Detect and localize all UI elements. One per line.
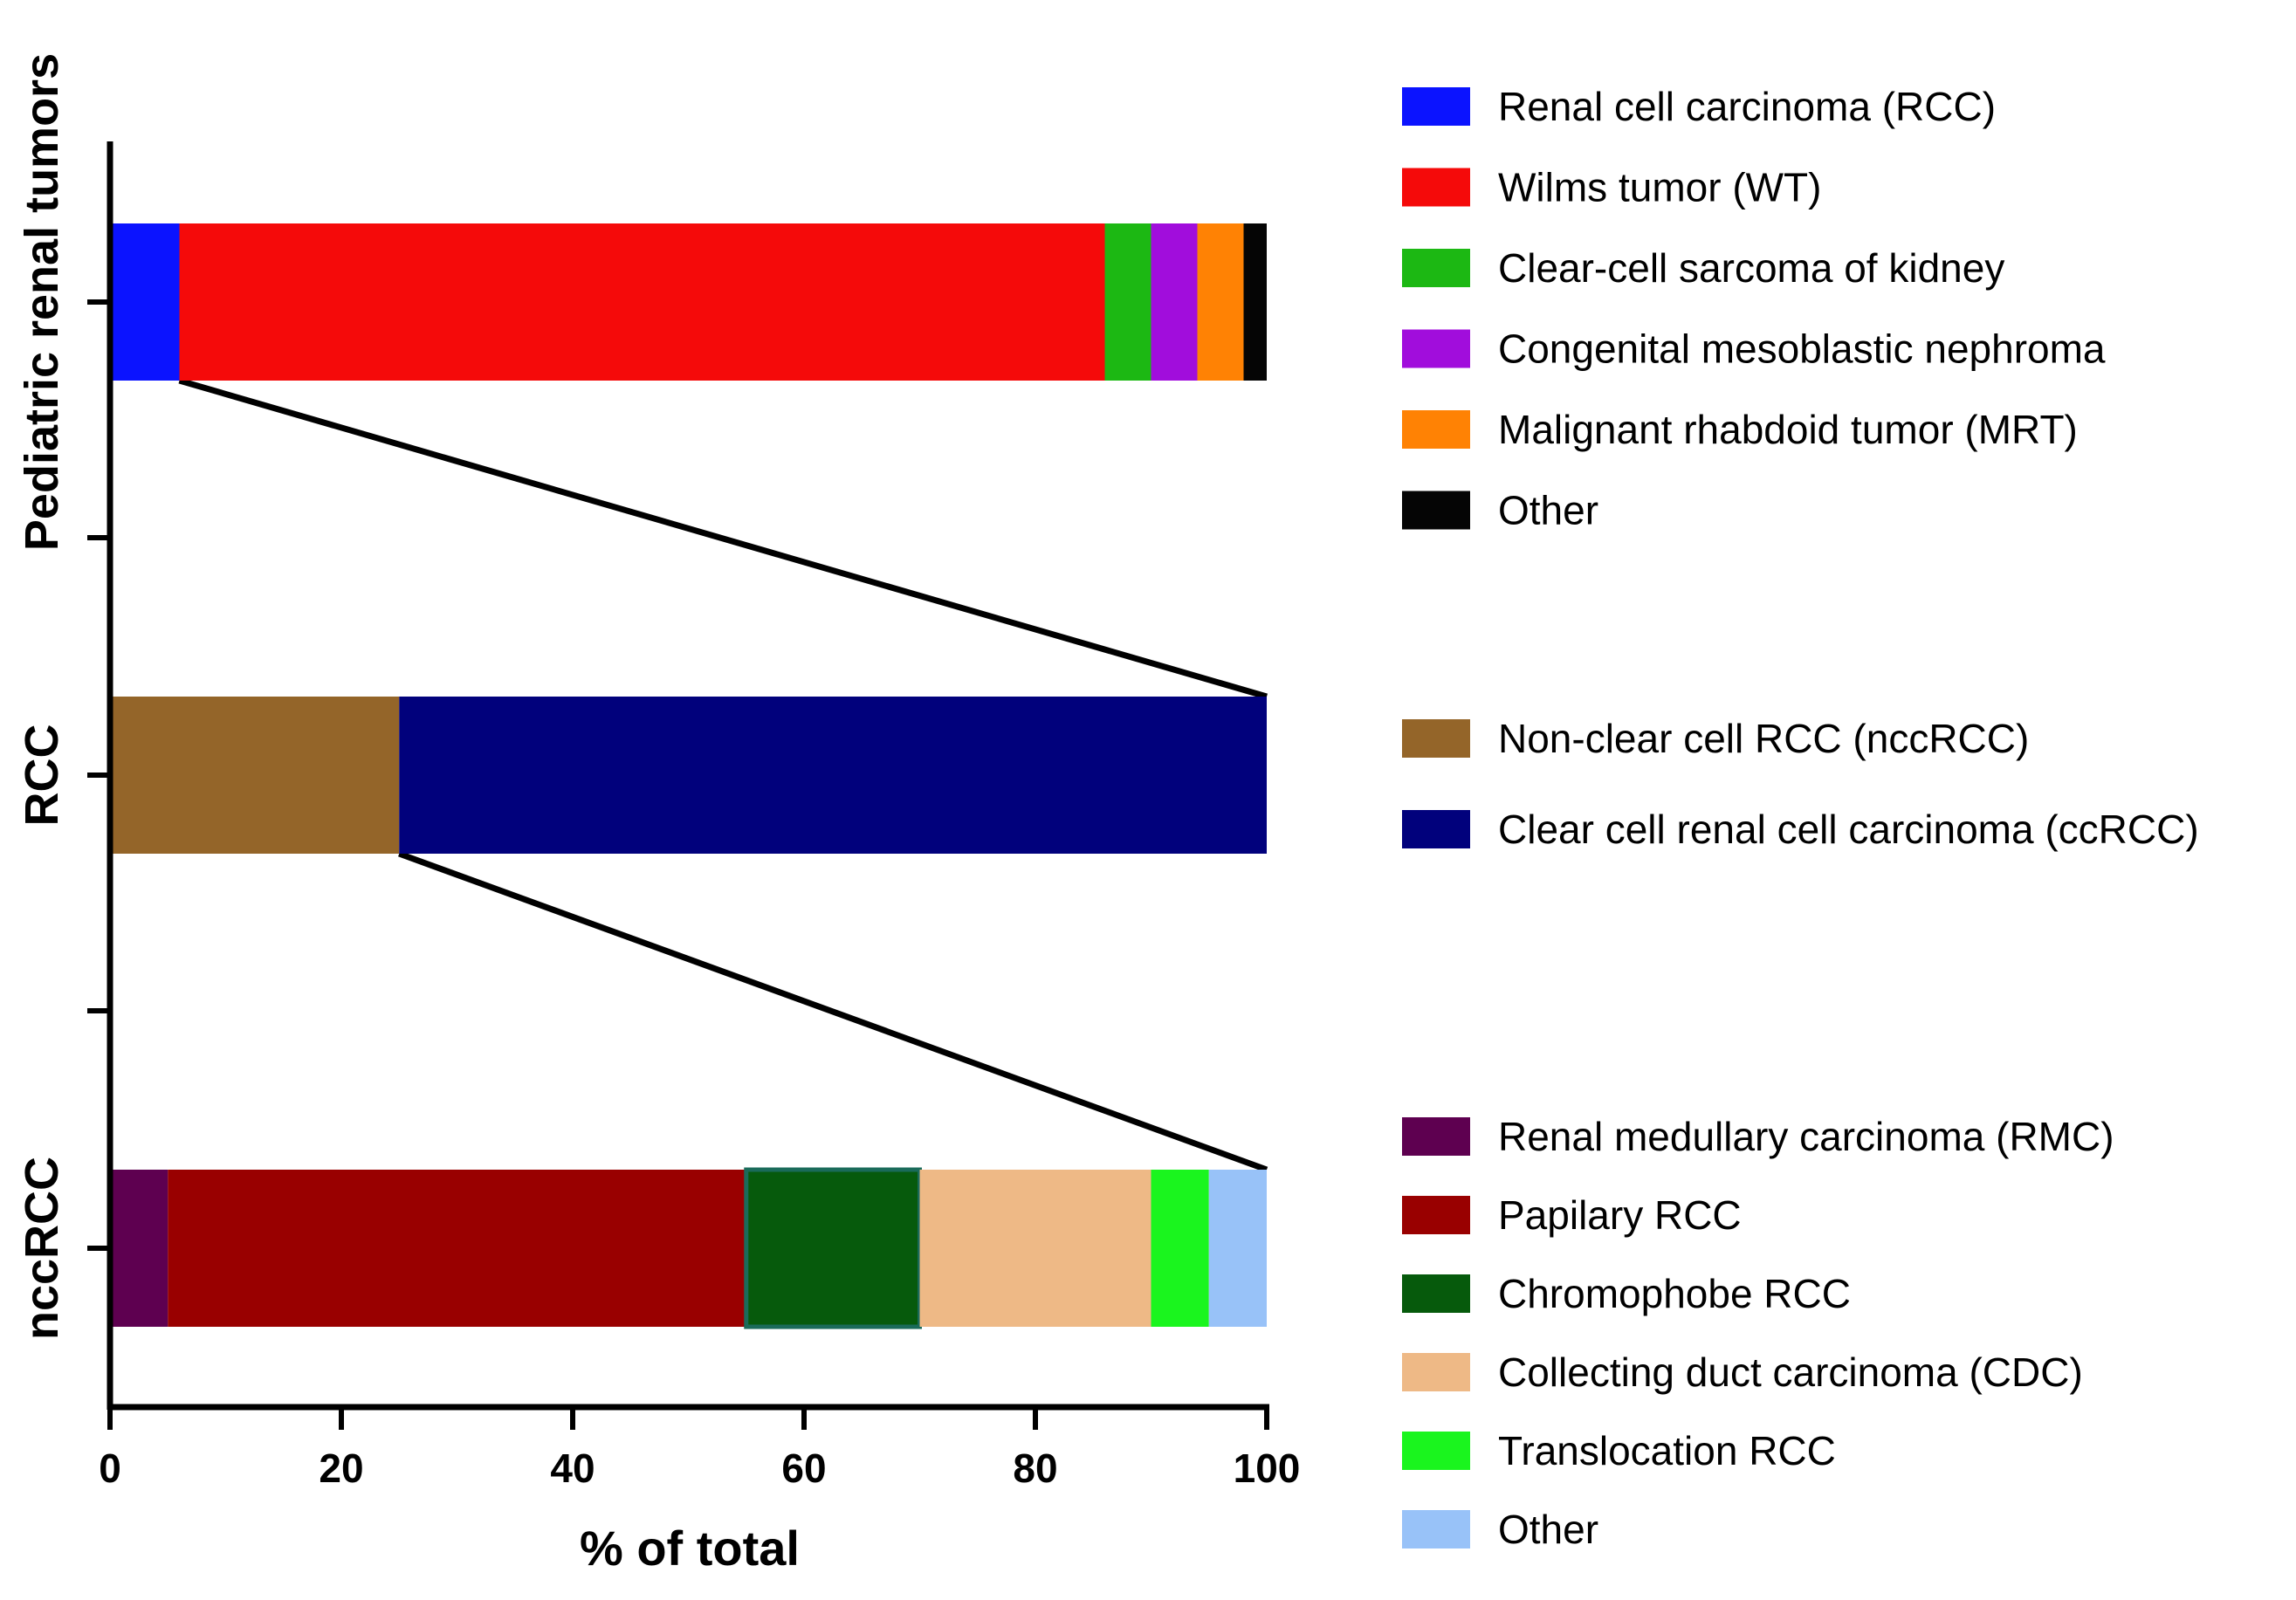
x-axis-title: % of total <box>580 1521 800 1576</box>
x-tick-label: 100 <box>1234 1445 1301 1491</box>
bar-segment-0-2 <box>1104 223 1151 381</box>
legend-swatch <box>1402 1510 1470 1548</box>
legend-swatch <box>1402 329 1470 368</box>
legend-label: Collecting duct carcinoma (CDC) <box>1498 1349 2083 1395</box>
legend-swatch <box>1402 719 1470 758</box>
legend-swatch <box>1402 168 1470 207</box>
legend-label: Non-clear cell RCC (nccRCC) <box>1498 716 2029 761</box>
legend-label: Clear-cell sarcoma of kidney <box>1498 245 2004 291</box>
bar-segment-1-1 <box>399 697 1267 854</box>
bar-segment-0-0 <box>110 223 180 381</box>
bar-segment-0-1 <box>179 223 1105 381</box>
zoom-connectors <box>178 377 1268 1173</box>
connector-line <box>398 850 1268 1173</box>
connector-line <box>178 377 1268 700</box>
legend-swatch <box>1402 1196 1470 1234</box>
legend-label: Malignant rhabdoid tumor (MRT) <box>1498 407 2078 452</box>
x-tick-label: 80 <box>1013 1445 1057 1491</box>
legend-label: Clear cell renal cell carcinoma (ccRCC) <box>1498 807 2199 852</box>
legend-swatch <box>1402 1274 1470 1313</box>
legend-label: Wilms tumor (WT) <box>1498 165 1821 210</box>
bars-group <box>110 223 1267 1329</box>
bar-segment-2-2 <box>744 1167 922 1329</box>
x-tick-label: 60 <box>781 1445 826 1491</box>
legend-label: Congenital mesoblastic nephroma <box>1498 326 2106 372</box>
axes-group: % of total Pediatric renal tumors RCC nccR… <box>16 53 1300 1576</box>
bar-segment-1-0 <box>110 697 400 854</box>
legend-label: Renal cell carcinoma (RCC) <box>1498 84 1996 129</box>
bar-segment-0-4 <box>1197 223 1244 381</box>
legend-swatch <box>1402 810 1470 848</box>
legend-label: Other <box>1498 488 1598 533</box>
legend-swatch <box>1402 1432 1470 1470</box>
x-tick-label: 0 <box>99 1445 121 1491</box>
legend-swatch <box>1402 491 1470 530</box>
legend-label: Other <box>1498 1507 1598 1552</box>
legend-swatch <box>1402 1353 1470 1391</box>
legend-swatch <box>1402 410 1470 449</box>
bar-segment-2-0 <box>110 1170 168 1327</box>
legend-swatch <box>1402 87 1470 126</box>
category-label: RCC <box>16 724 68 827</box>
bar-segment-2-4 <box>1151 1170 1209 1327</box>
x-tick-label: 40 <box>550 1445 595 1491</box>
bar-segment-2-5 <box>1208 1170 1267 1327</box>
legend-label: Chromophobe RCC <box>1498 1271 1851 1316</box>
legend-label: Papilary RCC <box>1498 1192 1742 1238</box>
category-label: Pediatric renal tumors <box>16 53 68 551</box>
legend-label: Translocation RCC <box>1498 1428 1836 1473</box>
legend: Renal cell carcinoma (RCC) Wilms tumor (W… <box>1402 84 2199 1552</box>
bar-segment-0-5 <box>1243 223 1267 381</box>
bar-segment-2-1 <box>168 1170 746 1327</box>
bar-segment-2-3 <box>919 1170 1151 1327</box>
category-label: nccRCC <box>16 1157 68 1340</box>
legend-label: Renal medullary carcinoma (RMC) <box>1498 1114 2114 1159</box>
bar-segment-0-3 <box>1151 223 1198 381</box>
legend-swatch <box>1402 249 1470 287</box>
x-tick-label: 20 <box>319 1445 363 1491</box>
legend-swatch <box>1402 1117 1470 1156</box>
